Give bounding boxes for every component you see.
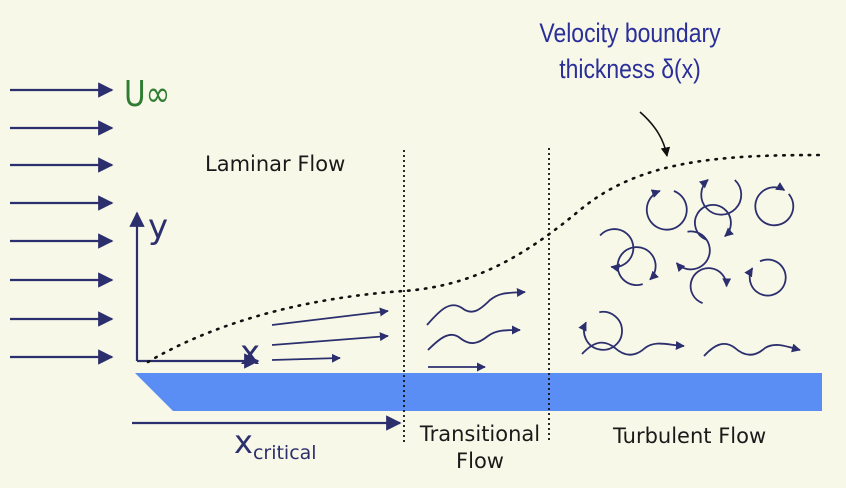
transitional-flow-label: Transitional Flow [409, 421, 551, 475]
y-axis-label: y [148, 207, 169, 247]
turbulent-eddies [578, 179, 795, 351]
x-axis-label: x [240, 333, 261, 373]
transitional-line-1: Transitional [419, 422, 541, 446]
turbulent-wavy-arrows [581, 341, 801, 357]
flat-plate [135, 373, 822, 411]
turbulent-flow-label: Turbulent Flow [613, 424, 767, 448]
boundary-layer-curve [146, 153, 822, 364]
annotation-pointer [639, 111, 671, 157]
laminar-flow-label: Laminar Flow [205, 152, 346, 176]
x-critical-base: x [234, 423, 253, 461]
region-dividers [403, 148, 550, 442]
x-critical-subscript: critical [252, 442, 317, 464]
u-infinity-label: U∞ [124, 74, 171, 115]
x-critical-label: xcritical [234, 425, 317, 464]
boundary-thickness-annotation: Velocity boundary thickness δ(x) [520, 15, 741, 87]
annotation-line-2: thickness δ(x) [559, 54, 701, 84]
laminar-arrows [271, 307, 389, 363]
annotation-line-1: Velocity boundary [539, 18, 721, 48]
coordinate-axes [129, 211, 260, 369]
transitional-arrows [426, 287, 526, 372]
freestream-arrows [10, 82, 114, 365]
transitional-line-2: Flow [456, 449, 504, 473]
